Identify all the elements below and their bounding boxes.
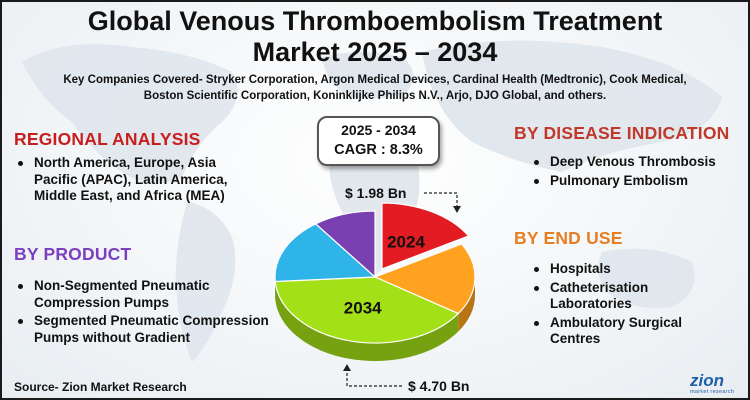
cagr-period: 2025 - 2034	[341, 122, 416, 138]
cagr-box: 2025 - 2034 CAGR : 8.3%	[317, 116, 440, 166]
pie-slice-0	[381, 202, 470, 270]
list-item: Ambulatory Surgical Centres	[532, 315, 732, 348]
pie-slice-2	[274, 276, 460, 344]
north-america-shape	[22, 44, 238, 184]
callout-arrow-2024	[453, 206, 461, 213]
disease-list: Deep Venous Thrombosis Pulmonary Embolis…	[532, 154, 732, 191]
logo-wordmark: zion	[690, 371, 724, 390]
key-companies: Key Companies Covered- Stryker Corporati…	[22, 72, 728, 104]
callout-line-2024	[424, 192, 458, 209]
companies-line-2: Boston Scientific Corporation, Koninklij…	[143, 90, 607, 102]
logo-tagline: market research	[690, 389, 735, 395]
pie-slice-1	[373, 243, 476, 315]
list-item: Pulmonary Embolism	[532, 173, 732, 190]
source-note: Source- Zion Market Research	[14, 380, 187, 394]
list-item: Hospitals	[532, 261, 732, 278]
page-title: Global Venous Thromboembolism Treatment …	[2, 6, 748, 68]
list-item: North America, Europe, Asia Pacific (APA…	[16, 155, 251, 205]
list-item: Non-Segmented Pneumatic Compression Pump…	[16, 278, 276, 311]
title-line-1: Global Venous Thromboembolism Treatment	[87, 6, 663, 36]
pie-slice-label-2: 2034	[344, 299, 382, 318]
regional-list: North America, Europe, Asia Pacific (APA…	[16, 155, 251, 207]
europe-shape	[322, 52, 414, 99]
by-disease-indication-heading: BY DISEASE INDICATION	[514, 123, 730, 143]
pie-slice-side-2	[275, 281, 459, 362]
callout-arrow-2034	[343, 364, 351, 371]
cagr-value: CAGR : 8.3%	[334, 142, 423, 158]
list-item: Segmented Pneumatic Compression Pumps wi…	[16, 313, 276, 346]
pie-slice-3	[274, 223, 377, 283]
by-product-heading: BY PRODUCT	[14, 244, 132, 264]
list-item: Deep Venous Thrombosis	[532, 154, 732, 171]
australia-shape	[598, 248, 695, 308]
list-item: Catheterisation Laboratories	[532, 280, 732, 313]
product-list: Non-Segmented Pneumatic Compression Pump…	[16, 278, 276, 348]
value-label-2034: $ 4.70 Bn	[408, 378, 469, 394]
value-label-2024: $ 1.98 Bn	[345, 185, 406, 201]
callout-line-2034	[346, 368, 402, 387]
end-use-list: Hospitals Catheterisation Laboratories A…	[532, 261, 732, 350]
zion-logo: zion market research	[690, 372, 742, 398]
by-end-use-heading: BY END USE	[514, 228, 623, 248]
companies-line-1: Key Companies Covered- Stryker Corporati…	[63, 74, 687, 86]
south-america-shape	[175, 202, 236, 362]
pie-slice-4	[314, 210, 376, 279]
asia-shape	[422, 40, 722, 172]
title-line-2: Market 2025 – 2034	[252, 37, 498, 67]
pie-slice-label-0: 2024	[387, 233, 425, 252]
regional-analysis-heading: REGIONAL ANALYSIS	[14, 129, 201, 149]
